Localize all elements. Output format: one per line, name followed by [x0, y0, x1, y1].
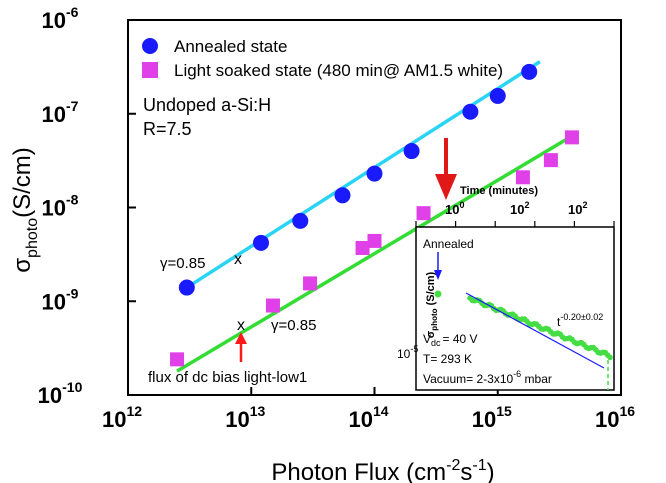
- inset-annealed-point: [434, 290, 442, 298]
- y-tick-label: 10-9: [42, 285, 79, 314]
- legend-marker-annealed: [142, 38, 158, 54]
- y-axis-label: σphoto(S/cm): [9, 147, 41, 273]
- point-light-soaked: [303, 276, 318, 291]
- point-light-soaked: [367, 233, 382, 248]
- point-annealed: [521, 63, 538, 80]
- inset-vdc-label: Vdc = 40 V: [423, 332, 478, 348]
- point-annealed: [334, 187, 351, 204]
- x-mark-lower: x: [237, 317, 245, 334]
- inset-x-tick-label-1: 100: [445, 200, 464, 217]
- red-arrow-small: [235, 332, 247, 362]
- x-mark-upper: x: [234, 251, 242, 268]
- y-tick-label: 10-8: [42, 192, 79, 221]
- point-annealed: [253, 234, 270, 251]
- y-axis-ticks: 10-10 10-9 10-8 10-7 10-6: [38, 4, 136, 408]
- ratio-label: R=7.5: [143, 119, 192, 139]
- sample-label: Undoped a-Si:H: [143, 95, 271, 115]
- flux-label: flux of dc bias light-low1: [148, 369, 307, 386]
- x-axis-ticks: 1012 1013 1014 1015 1016: [102, 387, 635, 432]
- inset-x-axis-label: Time (minutes): [460, 185, 538, 197]
- point-light-soaked: [416, 206, 431, 221]
- point-light-soaked: [170, 352, 185, 367]
- point-light-soaked: [543, 153, 558, 168]
- inset: Time (minutes) 100 102 102 σphoto (S/cm)…: [397, 185, 615, 391]
- x-tick-label: 1016: [595, 403, 635, 432]
- gamma-upper-label: γ=0.85: [160, 255, 205, 272]
- point-annealed: [403, 143, 420, 160]
- point-annealed: [366, 165, 383, 182]
- red-arrow-large: [435, 138, 457, 200]
- point-light-soaked: [564, 130, 579, 145]
- point-light-soaked: [515, 170, 530, 185]
- point-annealed: [292, 212, 309, 229]
- inset-point: [607, 354, 613, 361]
- x-tick-label: 1015: [472, 403, 512, 432]
- legend-label-annealed: Annealed state: [174, 37, 287, 56]
- inset-blue-arrow: [434, 252, 442, 280]
- point-annealed: [462, 103, 479, 120]
- x-tick-label: 1012: [102, 403, 142, 432]
- x-tick-label: 1013: [225, 403, 265, 432]
- inset-fit-label: t-0.20±0.02: [557, 312, 603, 329]
- fit-lines: [176, 60, 576, 373]
- point-light-soaked: [355, 240, 370, 255]
- inset-vacuum-label: Vacuum= 2-3x10-6 mbar: [423, 369, 552, 386]
- fit-line-series-1: [176, 133, 576, 373]
- x-tick-label: 1014: [348, 403, 388, 432]
- inset-temp-label: T= 293 K: [423, 352, 472, 366]
- point-annealed: [178, 279, 195, 296]
- point-annealed: [489, 87, 506, 104]
- legend: Annealed state Light soaked state (480 m…: [142, 37, 503, 80]
- y-tick-label: 10-6: [42, 4, 79, 33]
- inset-decay-points: [467, 295, 613, 361]
- x-axis-label: Photon Flux (cm-2s-1): [271, 457, 494, 483]
- legend-marker-light-soaked: [142, 62, 158, 78]
- inset-x-tick-label-2: 102: [510, 200, 529, 217]
- inset-y-tick-label: 10-5: [397, 344, 418, 361]
- y-tick-label: 10-10: [38, 379, 83, 408]
- data-points: [170, 63, 579, 367]
- inset-annealed-label: Annealed: [423, 237, 474, 251]
- y-tick-label: 10-7: [42, 98, 79, 127]
- inset-x-ticks: [415, 221, 615, 227]
- fit-line-series-0: [185, 60, 541, 290]
- inset-fit-line: [465, 292, 605, 369]
- legend-label-light-soaked: Light soaked state (480 min@ AM1.5 white…: [174, 61, 503, 80]
- inset-plot-area: [415, 226, 615, 391]
- inset-y-axis-label: σphoto (S/cm): [425, 271, 439, 338]
- gamma-lower-label: γ=0.85: [271, 317, 316, 334]
- point-light-soaked: [265, 298, 280, 313]
- inset-x-tick-label-3: 102: [568, 200, 587, 217]
